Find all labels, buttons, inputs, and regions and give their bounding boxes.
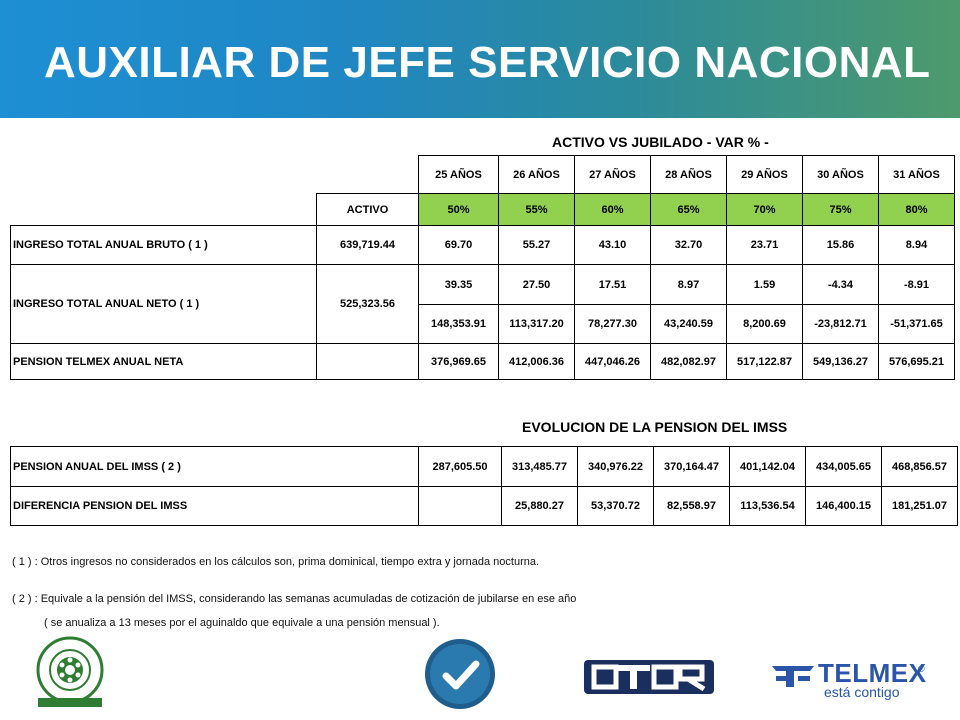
- activo-pct: 55%: [498, 193, 575, 226]
- table-cell: 82,558.97: [653, 486, 730, 526]
- table-cell: 148,353.91: [418, 304, 499, 344]
- table-cell: 43.10: [574, 225, 651, 265]
- table-cell: 113,536.54: [729, 486, 806, 526]
- table-cell: 8,200.69: [726, 304, 803, 344]
- table-cell: 376,969.65: [418, 343, 499, 380]
- table-cell: 549,136.27: [802, 343, 879, 380]
- telmex-registered-mark: ®: [918, 664, 925, 674]
- activo-pct: 50%: [418, 193, 499, 226]
- activo-label: ACTIVO: [316, 193, 419, 226]
- ingreso-neto-label: INGRESO TOTAL ANUAL NETO ( 1 ): [10, 264, 317, 344]
- table-cell: 25,880.27: [501, 486, 578, 526]
- table-cell: 39.35: [418, 264, 499, 305]
- yo-telefonista-logo: [424, 638, 496, 710]
- table-cell: 32.70: [650, 225, 727, 265]
- table-cell: 69.70: [418, 225, 499, 265]
- ingreso-neto-base: 525,323.56: [316, 264, 419, 344]
- union-seal-logo: [34, 636, 106, 708]
- table-cell: 340,976.22: [577, 446, 654, 487]
- footnote-1: ( 1 ) : Otros ingresos no considerados e…: [12, 556, 540, 568]
- table-cell: 313,485.77: [501, 446, 578, 487]
- activo-vs-jubilado-table: 25 AÑOS 26 AÑOS 27 AÑOS 28 AÑOS 29 AÑOS …: [10, 155, 955, 380]
- pension-telmex-row: PENSION TELMEX ANUAL NETA 376,969.65 412…: [10, 343, 955, 380]
- table-cell: 287,605.50: [418, 446, 502, 487]
- page-title: AUXILIAR DE JEFE SERVICIO NACIONAL: [44, 38, 931, 87]
- table-cell: 17.51: [574, 264, 651, 305]
- ingreso-neto-pct-row: INGRESO TOTAL ANUAL NETO ( 1 ) 525,323.5…: [10, 264, 955, 344]
- activo-row: ACTIVO 50% 55% 60% 65% 70% 75% 80%: [11, 193, 955, 226]
- pension-telmex-label: PENSION TELMEX ANUAL NETA: [10, 343, 317, 380]
- year-header: 31 AÑOS: [878, 155, 955, 194]
- pension-imss-label: PENSION ANUAL DEL IMSS ( 2 ): [10, 446, 419, 487]
- table-cell: 401,142.04: [729, 446, 806, 487]
- ingreso-bruto-label: INGRESO TOTAL ANUAL BRUTO ( 1 ): [10, 225, 317, 265]
- table-cell: 53,370.72: [577, 486, 654, 526]
- telmex-logo: TELMEX ® está contigo: [768, 656, 928, 702]
- table-cell: 412,006.36: [498, 343, 575, 380]
- ingreso-bruto-row: INGRESO TOTAL ANUAL BRUTO ( 1 ) 639,719.…: [10, 225, 955, 265]
- year-header: 25 AÑOS: [418, 155, 499, 194]
- table-cell: -23,812.71: [802, 304, 879, 344]
- diferencia-imss-row: DIFERENCIA PENSION DEL IMSS 25,880.27 53…: [10, 486, 958, 526]
- table-cell: 576,695.21: [878, 343, 955, 380]
- footnote-2-continued: ( se anualiza a 13 meses por el aguinald…: [44, 617, 440, 629]
- table-cell: 468,856.57: [881, 446, 958, 487]
- year-header: 29 AÑOS: [726, 155, 803, 194]
- activo-pct: 65%: [650, 193, 727, 226]
- table-cell: 23.71: [726, 225, 803, 265]
- ctbr-logo: [584, 660, 714, 694]
- table-cell: -8.91: [878, 264, 955, 305]
- table-cell: 482,082.97: [650, 343, 727, 380]
- year-header: 30 AÑOS: [802, 155, 879, 194]
- table-cell: 15.86: [802, 225, 879, 265]
- table-cell: 181,251.07: [881, 486, 958, 526]
- year-header: 27 AÑOS: [574, 155, 651, 194]
- table-cell: 434,005.65: [805, 446, 882, 487]
- table-cell: 27.50: [498, 264, 575, 305]
- activo-pct: 60%: [574, 193, 651, 226]
- telmex-emblem-icon: [772, 666, 814, 687]
- activo-pct: 75%: [802, 193, 879, 226]
- years-header-row: 25 AÑOS 26 AÑOS 27 AÑOS 28 AÑOS 29 AÑOS …: [11, 155, 955, 194]
- section-title-evolucion-imss: EVOLUCION DE LA PENSION DEL IMSS: [522, 419, 788, 435]
- table-cell: 370,164.47: [653, 446, 730, 487]
- table-cell: 43,240.59: [650, 304, 727, 344]
- table-cell: 113,317.20: [498, 304, 575, 344]
- ingreso-bruto-base: 639,719.44: [316, 225, 419, 265]
- year-header: 26 AÑOS: [498, 155, 575, 194]
- activo-pct: 70%: [726, 193, 803, 226]
- table-cell: 1.59: [726, 264, 803, 305]
- title-banner: AUXILIAR DE JEFE SERVICIO NACIONAL: [0, 0, 960, 118]
- footnote-2: ( 2 ) : Equivale a la pensión del IMSS, …: [12, 593, 577, 605]
- table-cell: -51,371.65: [878, 304, 955, 344]
- telmex-wordmark: TELMEX: [818, 658, 927, 688]
- evolucion-imss-table: PENSION ANUAL DEL IMSS ( 2 ) 287,605.50 …: [10, 446, 958, 526]
- table-cell: 8.94: [878, 225, 955, 265]
- table-cell: 55.27: [498, 225, 575, 265]
- year-header: 28 AÑOS: [650, 155, 727, 194]
- table-cell: 78,277.30: [574, 304, 651, 344]
- table-cell: 146,400.15: [805, 486, 882, 526]
- diferencia-imss-label: DIFERENCIA PENSION DEL IMSS: [10, 486, 419, 526]
- table-cell: 447,046.26: [574, 343, 651, 380]
- telmex-tagline: está contigo: [824, 684, 900, 700]
- section-title-activo-vs-jubilado: ACTIVO VS JUBILADO - VAR % -: [552, 134, 769, 150]
- activo-pct: 80%: [878, 193, 955, 226]
- table-cell: -4.34: [802, 264, 879, 305]
- table-cell: 517,122.87: [726, 343, 803, 380]
- pension-imss-row: PENSION ANUAL DEL IMSS ( 2 ) 287,605.50 …: [10, 446, 958, 487]
- ingreso-neto-value-row: 148,353.91 113,317.20 78,277.30 43,240.5…: [11, 304, 955, 344]
- table-cell: 8.97: [650, 264, 727, 305]
